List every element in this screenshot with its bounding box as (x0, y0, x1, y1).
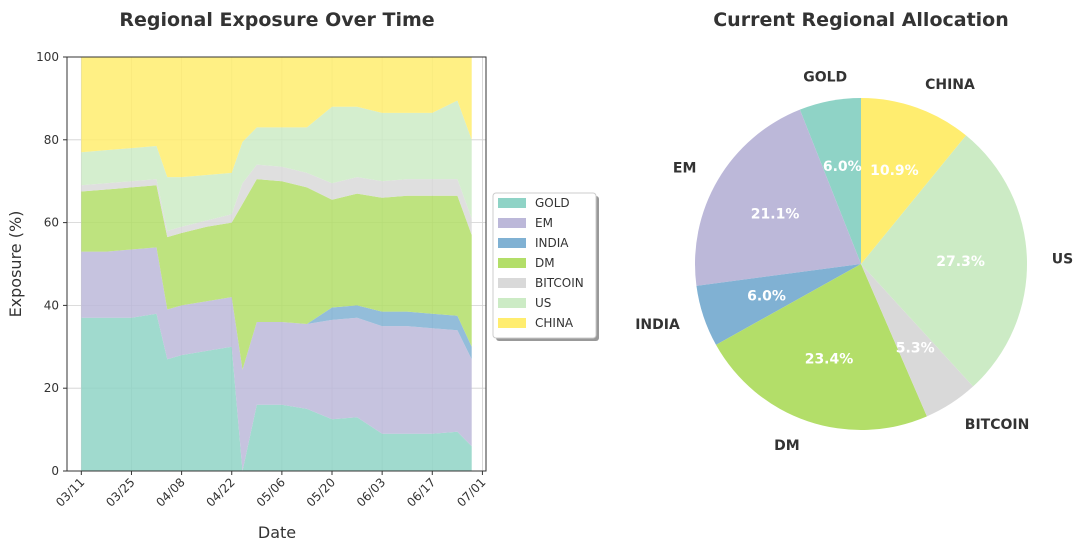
legend-swatch-us (498, 298, 526, 308)
area-plot-frame (66, 56, 487, 472)
pie-label-dm: DM (774, 438, 800, 454)
legend-label-gold: GOLD (535, 196, 570, 210)
x-tick-label: 04/22 (203, 475, 237, 509)
pie-pct-label-gold: 6.0% (823, 159, 862, 175)
x-tick-label: 06/17 (404, 475, 438, 509)
legend-label-us: US (535, 296, 551, 310)
x-tick-label: 03/25 (103, 475, 137, 509)
area-series-china (81, 57, 472, 178)
legend-swatch-china (498, 318, 526, 328)
area-x-ticks: 03/11 03/25 04/08 04/22 05/06 05/20 06/03 06/17… (53, 471, 489, 510)
x-tick-label: 07/01 (454, 475, 488, 509)
area-chart-title: Regional Exposure Over Time (119, 9, 434, 31)
pie-pct-label-china: 10.9% (870, 163, 919, 179)
pie-slice-gold (799, 98, 861, 264)
area-series-dm (81, 179, 472, 370)
legend-label-em: EM (535, 216, 553, 230)
legend-swatch-gold (498, 198, 526, 208)
y-tick-label: 40 (44, 298, 59, 312)
x-tick-label: 05/20 (304, 475, 338, 509)
pie-label-bitcoin: BITCOIN (965, 417, 1030, 433)
area-y-ticks: 0 20 40 60 80 100 (36, 50, 67, 478)
area-series-em (81, 247, 472, 471)
legend-swatch-em (498, 218, 526, 228)
area-chart: Regional Exposure Over Time 0 20 40 60 80 100… (6, 9, 599, 542)
area-y-axis-label: Exposure (%) (6, 211, 25, 318)
area-series-us (81, 100, 472, 231)
area-series-bitcoin (81, 164, 472, 238)
pie-pct-label-em: 21.1% (751, 207, 800, 223)
pie-chart-title: Current Regional Allocation (713, 9, 1009, 31)
area-legend: GOLD EM INDIA DM BITCOIN US CHINA (492, 192, 599, 341)
y-tick-label: 0 (51, 464, 59, 478)
x-tick-label: 06/03 (354, 475, 388, 509)
y-tick-label: 20 (44, 381, 59, 395)
pie-pct-label-india: 6.0% (747, 288, 786, 304)
legend-label-bitcoin: BITCOIN (535, 276, 584, 290)
pie-pct-label-dm: 23.4% (805, 351, 854, 367)
pie-slices (694, 98, 1028, 431)
legend-label-dm: DM (535, 256, 555, 270)
pie-slice-dm (716, 264, 927, 431)
x-tick-label: 03/11 (53, 475, 87, 509)
legend-swatch-dm (498, 258, 526, 268)
legend-swatch-india (498, 238, 526, 248)
legend-items: GOLD EM INDIA DM BITCOIN US CHINA (498, 196, 584, 330)
pie-slice-em (694, 109, 861, 286)
pie-pct-label-us: 27.3% (936, 254, 985, 270)
legend-swatch-bitcoin (498, 278, 526, 288)
pie-slice-china (861, 98, 967, 264)
legend-label-china: CHINA (535, 316, 574, 330)
y-tick-label: 60 (44, 216, 59, 230)
pie-slice-bitcoin (861, 264, 974, 417)
pie-label-india: INDIA (635, 317, 680, 333)
x-tick-label: 04/08 (153, 475, 187, 509)
pie-labels: 6.0% GOLD 21.1% EM 6.0% INDIA 23.4% DM 5.3% BITCO… (635, 70, 1073, 454)
area-x-axis-label: Date (258, 523, 296, 542)
pie-slice-us (861, 135, 1028, 387)
area-series-gold (81, 313, 472, 471)
pie-label-gold: GOLD (803, 70, 847, 86)
pie-pct-label-bitcoin: 5.3% (896, 341, 935, 357)
area-layers (81, 57, 472, 471)
y-tick-label: 100 (36, 50, 59, 64)
pie-label-em: EM (673, 160, 697, 176)
pie-label-us: US (1052, 252, 1073, 268)
pie-slice-india (696, 264, 861, 345)
legend-label-india: INDIA (535, 236, 569, 250)
x-tick-label: 05/06 (254, 475, 288, 509)
pie-label-china: CHINA (925, 77, 975, 93)
pie-chart: Current Regional Allocation 6.0% GOLD 21.1… (635, 9, 1073, 454)
y-tick-label: 80 (44, 133, 59, 147)
